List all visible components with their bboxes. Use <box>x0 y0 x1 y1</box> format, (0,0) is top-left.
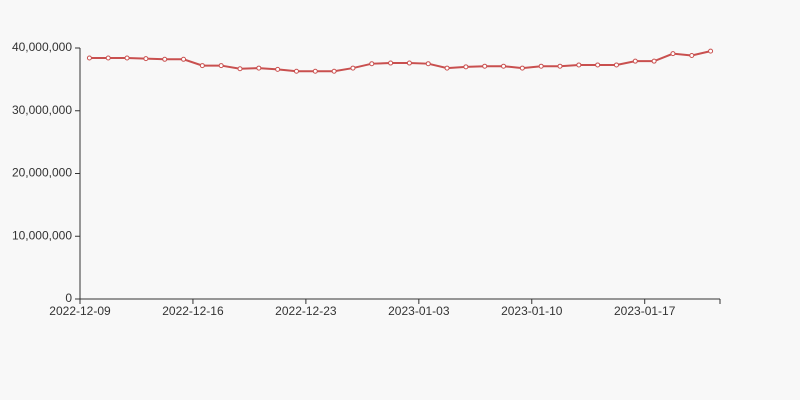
point <box>124 55 130 61</box>
point <box>237 66 243 72</box>
y-tick-label: 10,000,000 <box>12 228 72 242</box>
point <box>105 55 111 61</box>
point <box>519 65 525 71</box>
point <box>689 53 695 59</box>
point <box>162 56 168 62</box>
point <box>482 63 488 69</box>
y-tick-label: 30,000,000 <box>12 103 72 117</box>
point <box>312 68 318 74</box>
x-tick-label: 2023-01-17 <box>614 304 676 318</box>
point <box>199 63 205 69</box>
point <box>576 62 582 68</box>
point <box>613 62 619 68</box>
point <box>256 65 262 71</box>
x-tick-label: 2022-12-23 <box>275 304 337 318</box>
point <box>350 65 356 71</box>
point <box>275 66 281 72</box>
y-tick-label: 0 <box>65 291 72 305</box>
point <box>595 62 601 68</box>
point <box>708 48 714 54</box>
point <box>670 51 676 57</box>
point <box>218 63 224 69</box>
x-tick-label: 2022-12-09 <box>49 304 111 318</box>
line <box>89 50 711 73</box>
point <box>293 68 299 74</box>
point <box>557 63 563 69</box>
point <box>632 58 638 64</box>
y-tick-label: 20,000,000 <box>12 166 72 180</box>
point <box>538 63 544 69</box>
point <box>181 56 187 62</box>
point <box>463 64 469 70</box>
point <box>86 55 92 61</box>
point <box>651 58 657 64</box>
point <box>444 65 450 71</box>
point <box>425 61 431 67</box>
point <box>331 68 337 74</box>
point <box>388 60 394 66</box>
point <box>501 63 507 69</box>
y-tick-label: 40,000,000 <box>12 40 72 54</box>
x-tick-label: 2023-01-10 <box>501 304 563 318</box>
point <box>406 60 412 66</box>
x-tick-label: 2022-12-16 <box>162 304 224 318</box>
point <box>143 56 149 62</box>
x-tick-label: 2023-01-03 <box>388 304 450 318</box>
point <box>369 61 375 67</box>
